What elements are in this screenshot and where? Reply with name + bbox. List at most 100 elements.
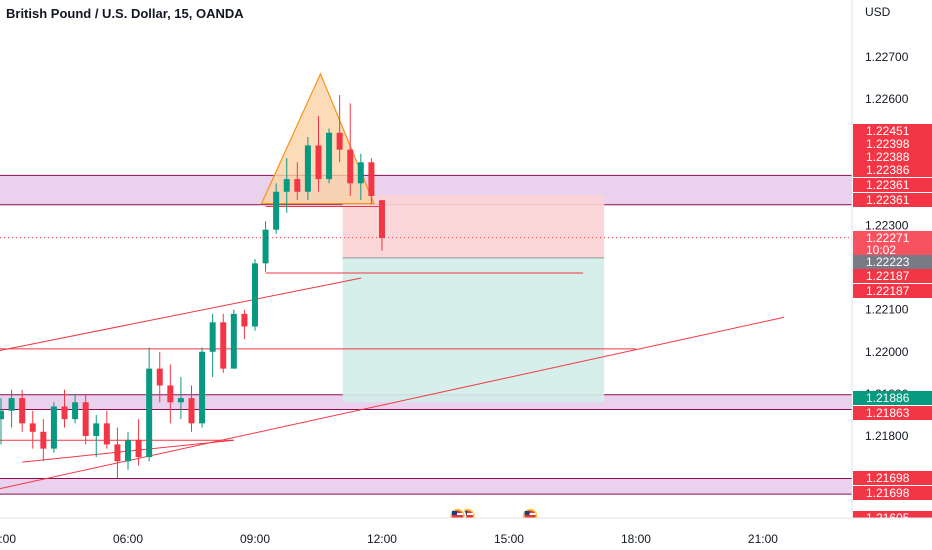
candle-16 (156, 351, 163, 403)
pattern-triangle (260, 72, 375, 205)
flag-canton (524, 511, 530, 515)
candle-32 (326, 128, 333, 184)
time-tick: 21:00 (748, 532, 778, 546)
time-axis[interactable]: 03:00 06:00 09:00 12:00 15:00 18:00 21:00 (0, 517, 932, 550)
price-label-bg (853, 406, 932, 420)
candle-30 (304, 137, 311, 201)
price-label-text: 1.22187 (866, 284, 910, 298)
candle-34 (347, 103, 354, 196)
countdown-text: 10:02 (866, 243, 896, 257)
candle-body (368, 162, 375, 196)
price-label-bg (853, 124, 932, 138)
candle-body (199, 351, 206, 424)
price-label-text: 1.21698 (866, 486, 910, 500)
price-label-text: 1.22451 (866, 124, 910, 138)
candle-body (336, 132, 343, 150)
symbol-title: British Pound / U.S. Dollar, 15, OANDA (6, 6, 244, 21)
price-label-text: 1.22361 (866, 178, 910, 192)
price-label-red: 1.22361 (853, 178, 932, 192)
candle-26 (262, 221, 269, 272)
flag-stripe (461, 513, 473, 515)
candle-body (146, 368, 153, 458)
price-label-bg (853, 193, 932, 207)
candle-36 (368, 158, 375, 205)
candle-body (167, 385, 174, 403)
candle-1 (0, 398, 5, 445)
candle-body (177, 398, 184, 403)
price-label-bg (853, 471, 932, 485)
candle-19 (188, 385, 195, 432)
candle-21 (209, 313, 216, 378)
candle-body (156, 368, 163, 386)
candle-15 (146, 347, 153, 462)
price-tick: 1.22000 (865, 345, 909, 359)
price-label-red: 1.21698 (853, 486, 932, 500)
price-tick: 1.22100 (865, 303, 909, 317)
candles (0, 94, 385, 479)
candle-9 (82, 393, 89, 445)
candle-body (72, 402, 79, 420)
candle-body (220, 322, 227, 369)
candle-body (50, 406, 57, 449)
candle-2 (8, 389, 15, 428)
price-label-text: 1.22223 (866, 255, 910, 269)
price-label-red: 1.22361 (853, 193, 932, 207)
candle-29 (294, 162, 301, 201)
candle-body (0, 410, 5, 420)
candle-4 (29, 410, 36, 449)
price-label-bg (853, 178, 932, 192)
price-label-bg (853, 231, 932, 257)
candle-body (19, 398, 26, 424)
price-label-text: 1.21886 (866, 391, 910, 405)
candle-body (40, 431, 47, 449)
candle-body (273, 191, 280, 230)
candle-12 (114, 427, 121, 479)
flag-stripe (451, 513, 463, 515)
lower-demand-zone (0, 478, 852, 495)
candle-body (82, 402, 89, 436)
candle-20 (199, 347, 206, 428)
price-label-text: 1.22388 (866, 150, 910, 164)
time-tick: 09:00 (240, 532, 270, 546)
price-label-text: 1.21863 (866, 406, 910, 420)
candle-body (29, 423, 36, 432)
position-boxes (342, 195, 605, 403)
candle-10 (93, 414, 100, 458)
candle-18 (177, 377, 184, 420)
candle-body (294, 179, 301, 192)
price-label-bg (853, 137, 932, 151)
candle-body (262, 229, 269, 264)
candle-13 (125, 431, 131, 470)
candle-body (347, 149, 354, 184)
candle-5 (40, 419, 47, 462)
candle-body (135, 440, 142, 458)
candle-37 (378, 200, 385, 251)
candle-31 (315, 115, 322, 192)
price-label-text: 1.21698 (866, 471, 910, 485)
price-label-grey: 1.22223 (853, 255, 932, 269)
price-label-bg (853, 269, 932, 283)
price-label-red: 1.22187 (853, 284, 932, 298)
candle-body (378, 200, 385, 239)
candle-body (315, 145, 322, 180)
time-tick: 06:00 (113, 532, 143, 546)
candle-8 (72, 393, 79, 424)
price-labels: 1.224511.223981.223881.223861.223611.223… (853, 124, 932, 525)
flag-stripe (524, 513, 536, 515)
candle-body (230, 313, 237, 369)
price-label-red: 1.22388 (853, 150, 932, 164)
time-tick: 12:00 (367, 532, 397, 546)
candle-33 (336, 94, 343, 163)
price-label-green: 1.21886 (853, 391, 932, 405)
candle-11 (103, 410, 110, 449)
time-tick: 18:00 (621, 532, 651, 546)
price-label-red: 1.22187 (853, 269, 932, 283)
price-label-red: 1.22451 (853, 124, 932, 138)
price-tick: 1.22600 (865, 92, 909, 106)
price-label-bg (853, 163, 932, 177)
candle-7 (61, 389, 68, 428)
candle-body (103, 423, 110, 445)
price-label-red: 1.21698 (853, 471, 932, 485)
flag-canton (451, 511, 457, 515)
